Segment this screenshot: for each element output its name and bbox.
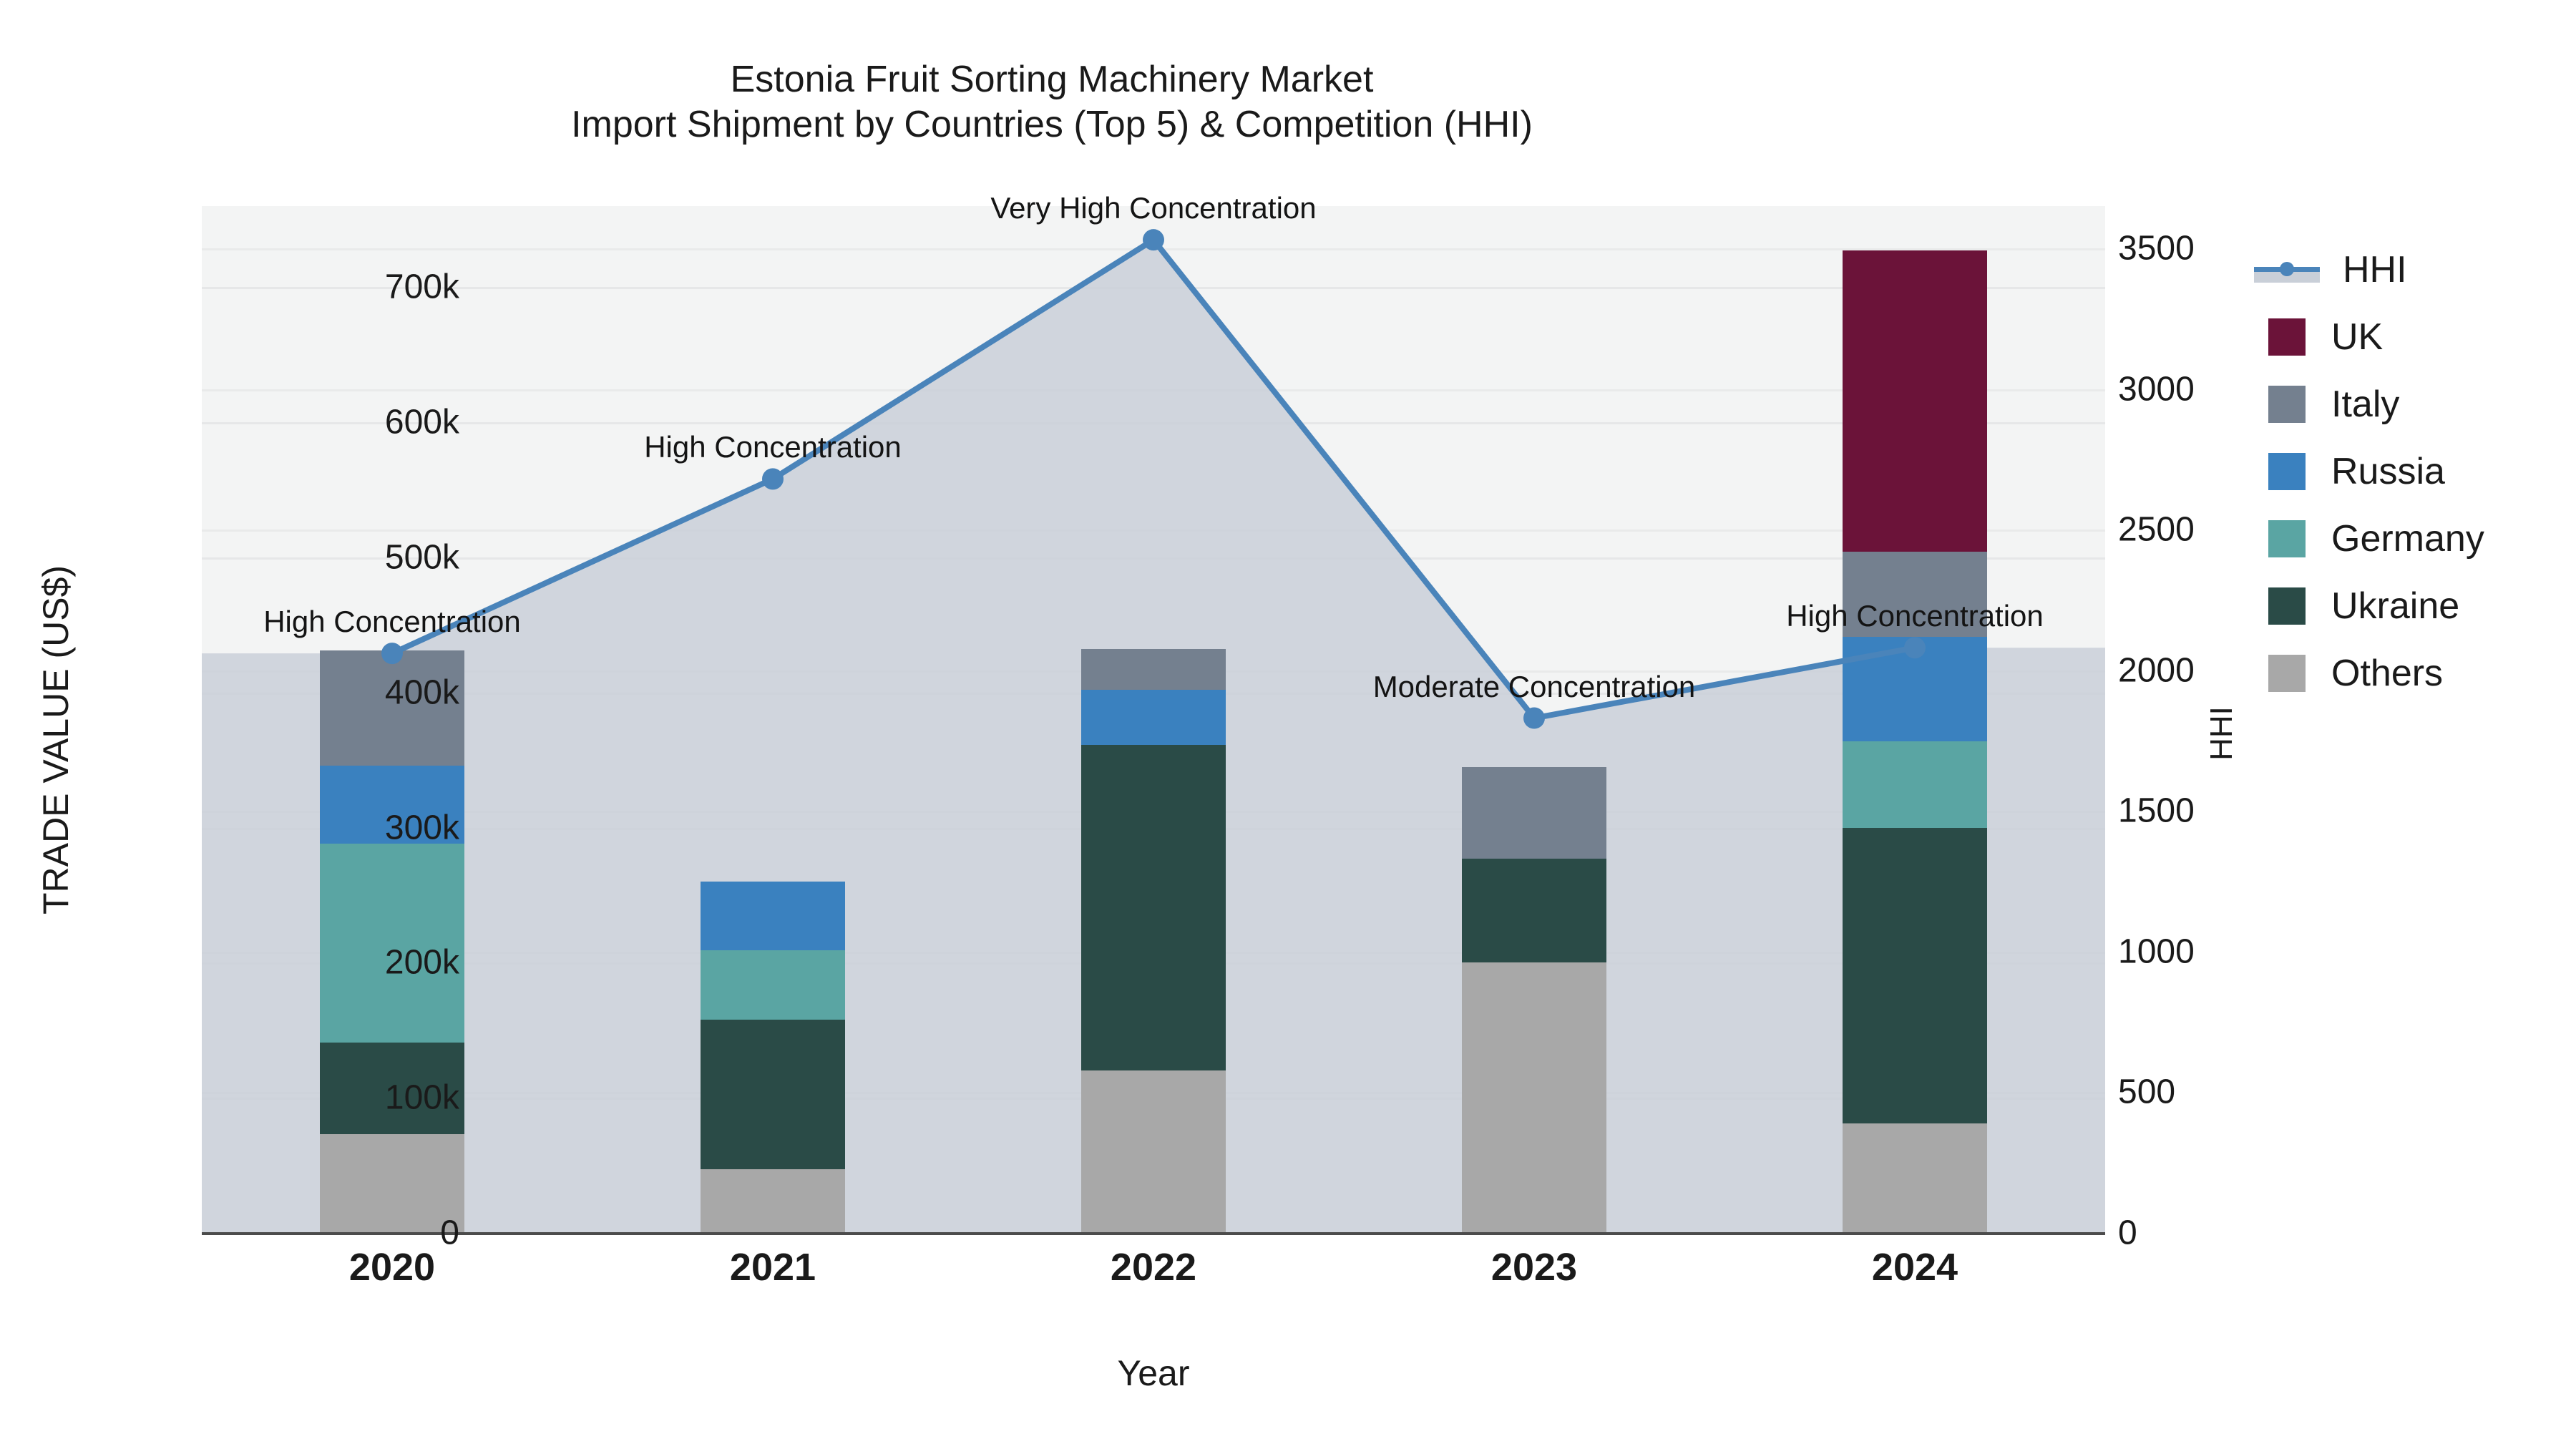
hhi-annotation-2022: Very High Concentration [990,191,1317,225]
x-axis-spine [202,1232,2105,1235]
hhi-marker-2021[interactable] [762,468,784,490]
bar-segment-germany-2021[interactable] [700,950,846,1020]
hhi-marker-2020[interactable] [381,643,403,665]
hhi-tick-label-0: 0 [2118,1214,2137,1252]
hhi-polyline [391,237,1916,721]
bar-segment-russia-2022[interactable] [1080,689,1226,746]
bar-group-2021[interactable] [700,206,846,1233]
y-tick-label-100k: 100k [384,1078,459,1117]
bar-segment-uk-2024[interactable] [1842,250,1988,552]
legend-item-others[interactable]: Others [2268,640,2569,707]
legend-item-germany[interactable]: Germany [2268,505,2569,572]
legend-label-ukraine: Ukraine [2331,585,2460,627]
y-tick-label-700k: 700k [384,268,459,306]
x-tick-label-2022: 2022 [1110,1246,1197,1289]
hhi-tick-label-3000: 3000 [2118,370,2195,409]
bar-segment-italy-2023[interactable] [1461,766,1607,859]
legend-swatch-ukraine [2268,587,2306,625]
hhi-line [381,229,1926,729]
hhi-annotation-2023: Moderate Concentration [1372,669,1696,703]
legend-label-hhi: HHI [2343,249,2407,291]
x-tick-label-2023: 2023 [1491,1246,1578,1289]
bar-segment-others-2024[interactable] [1842,1123,1988,1233]
bar-segment-russia-2021[interactable] [700,882,846,951]
legend-item-ukraine[interactable]: Ukraine [2268,572,2569,640]
bar-segment-ukraine-2023[interactable] [1461,859,1607,963]
legend-label-italy: Italy [2331,384,2400,425]
title-line-1: Estonia Fruit Sorting Machinery Market [730,59,1374,100]
chart-title: Estonia Fruit Sorting Machinery Market I… [0,57,2104,148]
y-axis-label: TRADE VALUE (US$) [36,565,76,915]
legend-line-icon [2254,251,2320,288]
legend-swatch-italy [2268,386,2306,423]
y2-axis-label: HHI [2204,706,2239,761]
hhi-marker-2023[interactable] [1523,707,1545,729]
legend-item-russia[interactable]: Russia [2268,438,2569,505]
y-tick-label-0: 0 [440,1214,459,1252]
hhi-annotation-2020: High Concentration [263,605,521,639]
bar-segment-germany-2020[interactable] [319,844,465,1043]
legend-label-others: Others [2331,653,2444,694]
bar-segment-ukraine-2021[interactable] [700,1019,846,1170]
x-tick-label-2020: 2020 [348,1246,436,1289]
bar-segment-ukraine-2024[interactable] [1842,827,1988,1124]
bar-segment-italy-2022[interactable] [1080,649,1226,690]
legend-line-marker [2280,262,2294,276]
bar-segment-others-2020[interactable] [319,1134,465,1233]
hhi-marker-2024[interactable] [1904,637,1926,659]
legend-swatch-others [2268,655,2306,692]
bar-segment-others-2022[interactable] [1080,1070,1226,1233]
bar-segment-italy-2024[interactable] [1842,552,1988,638]
hhi-annotation-2021: High Concentration [644,430,902,464]
hhi-tick-label-2000: 2000 [2118,651,2195,690]
bar-segment-ukraine-2022[interactable] [1080,745,1226,1071]
hhi-tick-label-3500: 3500 [2118,229,2195,268]
bar-segment-germany-2024[interactable] [1842,741,1988,828]
bar-group-2024[interactable] [1842,206,1988,1233]
hhi-tick-label-2500: 2500 [2118,510,2195,549]
hhi-marker-2022[interactable] [1143,229,1164,251]
legend-swatch-uk [2268,318,2306,356]
y-tick-label-300k: 300k [384,809,459,847]
bar-segment-others-2021[interactable] [700,1169,846,1233]
x-axis-label: Year [1117,1353,1190,1393]
legend-label-uk: UK [2331,316,2384,358]
plot-area [202,206,2105,1233]
legend-item-uk[interactable]: UK [2268,303,2569,371]
legend-item-italy[interactable]: Italy [2268,371,2569,438]
title-line-2: Import Shipment by Countries (Top 5) & C… [571,104,1533,146]
legend-item-hhi[interactable]: HHI [2254,236,2569,303]
x-tick-label-2024: 2024 [1871,1246,1958,1289]
legend-swatch-russia [2268,453,2306,490]
bar-segment-ukraine-2020[interactable] [319,1042,465,1135]
legend: HHI UK Italy Russia Germany Ukraine Others [2254,236,2569,707]
y-tick-label-600k: 600k [384,403,459,441]
y-tick-label-200k: 200k [384,943,459,982]
bar-group-2022[interactable] [1080,206,1226,1233]
hhi-tick-label-1500: 1500 [2118,791,2195,830]
bar-segment-others-2023[interactable] [1461,962,1607,1233]
hhi-tick-label-500: 500 [2118,1073,2176,1111]
x-tick-label-2021: 2021 [729,1246,816,1289]
legend-label-russia: Russia [2331,451,2445,492]
legend-label-germany: Germany [2331,518,2484,560]
y-tick-label-400k: 400k [384,673,459,712]
bar-group-2023[interactable] [1461,206,1607,1233]
hhi-tick-label-1000: 1000 [2118,932,2195,971]
bar-group-2020[interactable] [319,206,465,1233]
legend-area-fill [2254,271,2320,283]
bar-segment-russia-2020[interactable] [319,765,465,844]
bar-segment-italy-2020[interactable] [319,650,465,766]
legend-swatch-germany [2268,520,2306,557]
hhi-annotation-2024: High Concentration [1786,599,2044,633]
y-tick-label-500k: 500k [384,538,459,577]
